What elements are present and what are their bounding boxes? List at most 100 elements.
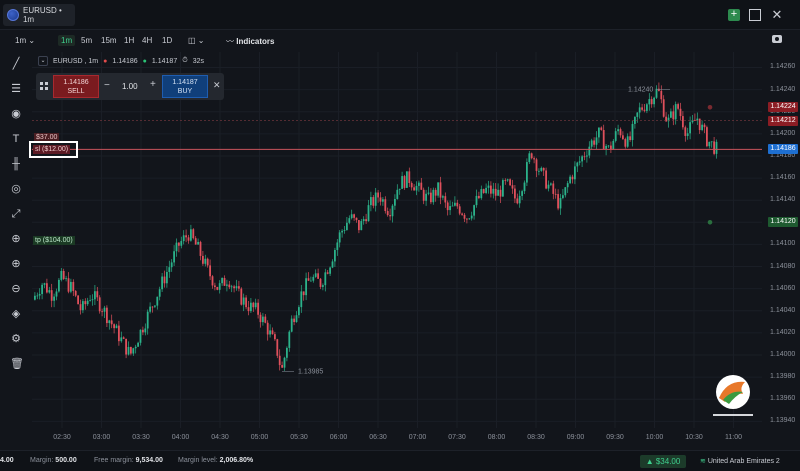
quantity-field[interactable]: 1.00 — [122, 82, 138, 91]
chart-type-icon[interactable]: ◫ ⌄ — [188, 36, 205, 45]
candle-body — [598, 127, 600, 138]
maximize-icon[interactable] — [749, 9, 761, 21]
candle-body — [175, 242, 178, 252]
candle-body — [84, 301, 87, 305]
margin-level-value: 2,006.80% — [219, 457, 254, 464]
symbol-tab[interactable]: EURUSD • 1m — [3, 4, 75, 26]
candle-body — [185, 235, 187, 238]
decrease-quantity-button[interactable]: − — [104, 80, 110, 91]
candle-body — [350, 214, 353, 219]
candle-body — [146, 311, 149, 329]
candle-body — [470, 215, 473, 219]
chart-svg[interactable]: 1.14240 1.13985 — [32, 52, 762, 428]
sell-label: SELL — [67, 88, 85, 95]
candle-body — [125, 338, 127, 355]
increase-quantity-button[interactable]: + — [150, 79, 156, 90]
grid-icon[interactable] — [40, 82, 48, 90]
tf-1d[interactable]: 1D — [162, 36, 173, 45]
candle-body — [166, 271, 168, 284]
tf-1m[interactable]: 1m — [58, 35, 76, 46]
candle-body — [204, 258, 207, 264]
candle-body — [499, 189, 502, 197]
candle-body — [271, 330, 274, 335]
candle-body — [662, 99, 665, 117]
candle-body — [710, 141, 713, 143]
sell-button[interactable]: 1.14186 SELL — [53, 75, 99, 98]
text-tool-icon[interactable]: T — [12, 133, 20, 145]
collapse-chevron-icon[interactable]: ⌄ — [38, 56, 48, 66]
candle-body — [331, 261, 334, 268]
trash-icon[interactable]: 🗑 — [10, 358, 24, 370]
buy-button[interactable]: 1.14187 BUY — [162, 75, 208, 98]
candle-body — [312, 276, 315, 281]
candle-body — [53, 296, 55, 301]
candle-body — [590, 140, 593, 147]
zoom-out-icon[interactable]: ⊖ — [11, 283, 21, 295]
camera-icon[interactable] — [772, 35, 782, 43]
candle-body — [269, 330, 271, 335]
take-profit-label[interactable]: tp ($104.00) — [33, 236, 75, 245]
candle-body — [461, 213, 463, 215]
candle-body — [715, 141, 718, 154]
settings-gear-icon[interactable]: ⚙ — [11, 333, 21, 345]
order-pnl-label[interactable]: $37.00 — [34, 133, 60, 142]
patterns-icon[interactable]: ╫ — [12, 158, 20, 170]
price-chart[interactable]: 1.14240 1.13985 — [32, 52, 762, 428]
stop-loss-label[interactable]: sl ($12.00) — [33, 145, 71, 154]
interval-dropdown[interactable]: 1m ⌄ — [15, 36, 36, 45]
candle-body — [408, 171, 411, 183]
candle-body — [43, 283, 46, 285]
candle-body — [557, 194, 559, 209]
server-region[interactable]: ≋ United Arab Emirates 2 — [700, 457, 780, 465]
indicators-button[interactable]: 〰 Indicators — [226, 36, 274, 47]
candle-body — [686, 133, 689, 136]
crosshair-plus-icon[interactable]: ⊕ — [11, 233, 21, 245]
sl-highlight-box — [29, 141, 78, 158]
indicators-icon: 〰 — [226, 37, 234, 46]
tf-1h[interactable]: 1H — [124, 36, 135, 45]
layers-icon[interactable]: ◈ — [11, 308, 21, 320]
candle-body — [696, 118, 699, 121]
tf-5m[interactable]: 5m — [81, 36, 93, 45]
candle-body — [163, 276, 166, 284]
candle-body — [156, 296, 159, 306]
measure-icon[interactable]: ⤢ — [11, 208, 21, 220]
candle-body — [240, 288, 243, 305]
candle-body — [62, 270, 65, 280]
zoom-in-icon[interactable]: ⊕ — [11, 258, 21, 270]
candle-body — [694, 120, 696, 121]
candle-body — [257, 302, 259, 315]
candle-body — [566, 183, 569, 188]
price-tick-label: 1.14000 — [770, 351, 796, 358]
target-icon[interactable]: ◎ — [11, 183, 21, 195]
price-tick-label: 1.14060 — [770, 284, 796, 292]
candle-body — [281, 365, 283, 368]
trend-line-icon[interactable]: ╱ — [12, 58, 20, 70]
indicators-label: Indicators — [236, 37, 275, 46]
time-axis[interactable]: 02:30 03:00 03:30 04:00 04:30 05:00 05:30 06:00… — [32, 430, 762, 448]
candle-body — [646, 104, 648, 111]
candle-body — [290, 318, 293, 332]
candle-body — [514, 188, 516, 199]
tf-4h[interactable]: 4H — [142, 36, 153, 45]
chart-toolbar: 1m ⌄ 1m 5m 15m 1H 4H 1D ◫ ⌄ 〰 Indicators — [0, 30, 800, 52]
candle-body — [713, 141, 715, 154]
candle-body — [190, 229, 192, 241]
candle-body — [638, 107, 641, 113]
tf-15m[interactable]: 15m — [101, 36, 117, 45]
close-window-icon[interactable]: ✕ — [771, 7, 783, 22]
horizontal-lines-icon[interactable]: ☰ — [11, 83, 21, 95]
status-bar: 4.00 Margin: 500.00 Free margin: 9,534.0… — [0, 450, 800, 471]
candle-body — [34, 295, 36, 300]
close-panel-icon[interactable]: ✕ — [213, 80, 221, 90]
add-window-icon[interactable]: + — [728, 9, 740, 21]
candle-body — [413, 187, 415, 191]
time-tick-label: 10:00 — [645, 434, 664, 441]
top-bar: EURUSD • 1m + ✕ — [0, 0, 800, 30]
price-badge: 1.14120 — [768, 217, 798, 228]
time-tick-label: 03:00 — [92, 434, 111, 441]
ask-price: 1.14187 — [151, 57, 178, 65]
circle-tool-icon[interactable]: ◉ — [11, 108, 21, 120]
candle-body — [631, 123, 634, 141]
equity-badge[interactable]: ▲ $34.00 — [640, 455, 686, 468]
